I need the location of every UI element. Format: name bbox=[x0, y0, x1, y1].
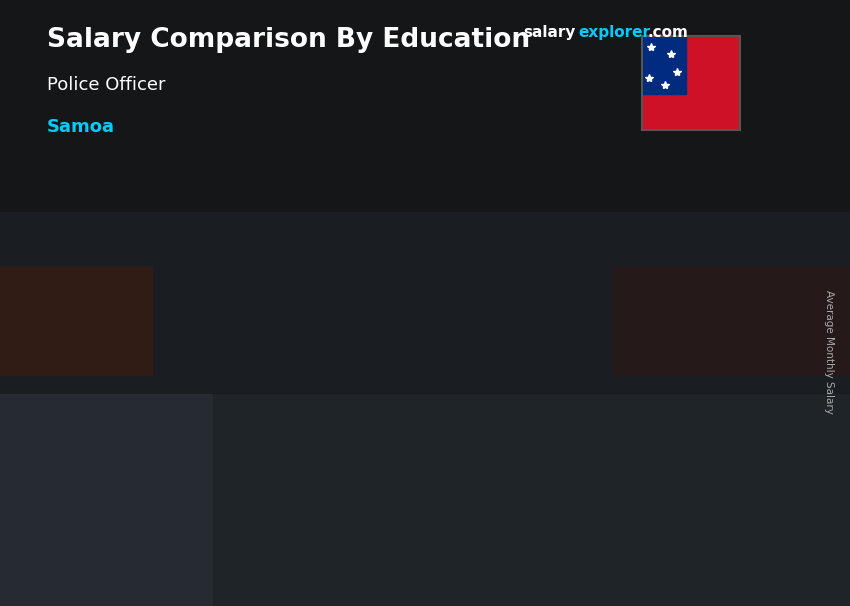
Text: Samoa: Samoa bbox=[47, 118, 115, 136]
Polygon shape bbox=[575, 231, 673, 242]
Bar bbox=[0, 212, 850, 394]
Text: Salary Comparison By Education: Salary Comparison By Education bbox=[47, 27, 530, 53]
Polygon shape bbox=[352, 351, 450, 358]
Polygon shape bbox=[128, 414, 227, 418]
Text: +68%: +68% bbox=[443, 188, 533, 217]
Text: explorer: explorer bbox=[578, 25, 650, 41]
Text: 840 WST: 840 WST bbox=[44, 396, 120, 411]
Polygon shape bbox=[660, 231, 673, 527]
Bar bbox=[352, 358, 437, 527]
Text: 2,200 WST: 2,200 WST bbox=[682, 220, 774, 235]
Text: .com: .com bbox=[648, 25, 689, 41]
Bar bbox=[612, 267, 850, 376]
Bar bbox=[642, 36, 686, 94]
Bar bbox=[575, 242, 660, 527]
Bar bbox=[128, 418, 213, 527]
Polygon shape bbox=[437, 351, 450, 527]
Bar bbox=[0, 0, 850, 212]
Bar bbox=[0, 267, 153, 376]
Polygon shape bbox=[213, 414, 227, 527]
Text: salary: salary bbox=[523, 25, 575, 41]
Text: 1,310 WST: 1,310 WST bbox=[337, 335, 428, 350]
Text: Police Officer: Police Officer bbox=[47, 76, 165, 94]
Bar bbox=[0, 394, 212, 606]
Text: +57%: +57% bbox=[215, 307, 305, 335]
Text: Average Monthly Salary: Average Monthly Salary bbox=[824, 290, 834, 413]
